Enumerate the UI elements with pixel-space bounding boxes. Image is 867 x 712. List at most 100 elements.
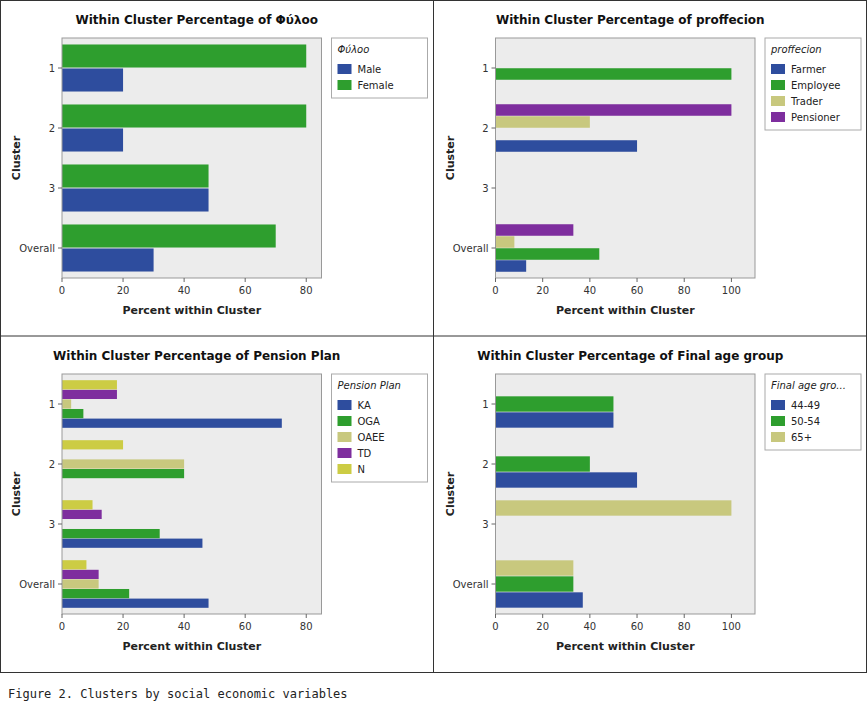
bar [496, 68, 732, 80]
x-tick [123, 278, 124, 282]
bar [62, 459, 184, 468]
legend-box [765, 38, 861, 130]
bar [62, 44, 306, 67]
bar [62, 570, 99, 579]
x-tick-label: 80 [300, 285, 313, 296]
legend: proffecionFarmerEmployeeTraderPensioner [765, 38, 861, 130]
outer-border [1, 1, 867, 673]
legend-label: Trader [790, 96, 823, 107]
legend-swatch [338, 80, 352, 90]
legend-label: 50-54 [791, 416, 820, 427]
bar [496, 116, 590, 128]
y-tick [492, 68, 496, 69]
bar [62, 390, 117, 399]
y-tick [58, 584, 62, 585]
y-tick-label: 2 [49, 459, 55, 470]
bar [62, 469, 184, 478]
legend-swatch [771, 112, 785, 122]
x-tick-label: 20 [536, 621, 549, 632]
bar [62, 419, 282, 428]
bar [496, 140, 638, 152]
legend-swatch [338, 400, 352, 410]
plot-frame [496, 374, 756, 614]
legend-swatch [338, 64, 352, 74]
x-tick-label: 60 [631, 285, 644, 296]
x-tick [589, 278, 590, 282]
bar [496, 412, 614, 427]
bar [62, 599, 209, 608]
x-tick-label: 20 [117, 621, 130, 632]
y-tick-label: 1 [49, 63, 55, 74]
bars [62, 44, 306, 271]
bar [496, 248, 600, 260]
x-tick-label: 20 [536, 285, 549, 296]
plot-background [62, 38, 322, 278]
bar [62, 188, 209, 211]
legend-label: KA [358, 400, 371, 411]
x-tick-label: 20 [117, 285, 130, 296]
legend: Pension PlanKAOGAOAEETDN [332, 374, 428, 482]
legend-box [765, 374, 861, 450]
bar [62, 579, 99, 588]
y-tick-label: 2 [482, 123, 488, 134]
y-tick [492, 248, 496, 249]
legend-label: OGA [358, 416, 381, 427]
y-axis-label: Cluster [10, 471, 23, 516]
bar [496, 224, 574, 236]
x-axis-label: Percent within Cluster [556, 640, 695, 653]
x-tick-label: 80 [678, 621, 691, 632]
x-axis-label: Percent within Cluster [122, 304, 261, 317]
x-tick [123, 614, 124, 618]
bar [62, 510, 102, 519]
legend-swatch [771, 96, 785, 106]
divider [433, 0, 434, 672]
legend-title: Final age gro... [771, 380, 846, 391]
y-tick-label: 1 [49, 399, 55, 410]
chart: 020406080Overall321Percent within Cluste… [10, 349, 428, 653]
x-tick [637, 278, 638, 282]
x-tick [495, 278, 496, 282]
bar [496, 472, 638, 487]
x-tick-label: 0 [492, 285, 498, 296]
legend-swatch [338, 464, 352, 474]
plot-background [496, 38, 756, 278]
x-tick-label: 40 [583, 285, 596, 296]
legend-swatch [338, 448, 352, 458]
bar [496, 500, 732, 515]
legend-label: Female [358, 80, 394, 91]
x-tick-label: 0 [492, 621, 498, 632]
y-tick [492, 464, 496, 465]
x-tick-label: 80 [300, 621, 313, 632]
bars [62, 380, 282, 608]
legend-label: Pensioner [791, 112, 841, 123]
caption: Figure 2. Clusters by social economic va… [8, 687, 348, 701]
bar [62, 409, 83, 418]
chart-title: Within Cluster Percentage of proffecion [496, 13, 765, 27]
plot-background [62, 374, 322, 614]
legend: ΦύλoοMaleFemale [332, 38, 428, 98]
legend-label: TD [357, 448, 372, 459]
bar [62, 440, 123, 449]
legend-swatch [338, 432, 352, 442]
x-tick [184, 614, 185, 618]
legend-label: N [358, 464, 365, 475]
y-tick [58, 128, 62, 129]
bars [496, 68, 732, 272]
bar [62, 164, 209, 187]
legend-box [332, 374, 428, 482]
y-tick-label: Overall [19, 243, 55, 254]
bar [62, 68, 123, 91]
legend-label: Farmer [791, 64, 827, 75]
x-tick-label: 40 [178, 621, 191, 632]
y-tick-label: Overall [19, 579, 55, 590]
x-tick [542, 614, 543, 618]
figure: Figure 2. Clusters by social economic va… [0, 0, 867, 712]
x-tick-label: 60 [239, 621, 252, 632]
x-tick [306, 614, 307, 618]
bar [496, 456, 590, 471]
y-tick-label: 1 [482, 63, 488, 74]
x-tick [62, 278, 63, 282]
y-tick [58, 464, 62, 465]
legend-swatch [771, 416, 785, 426]
chart: 020406080100Overall321Percent within Clu… [444, 349, 862, 653]
